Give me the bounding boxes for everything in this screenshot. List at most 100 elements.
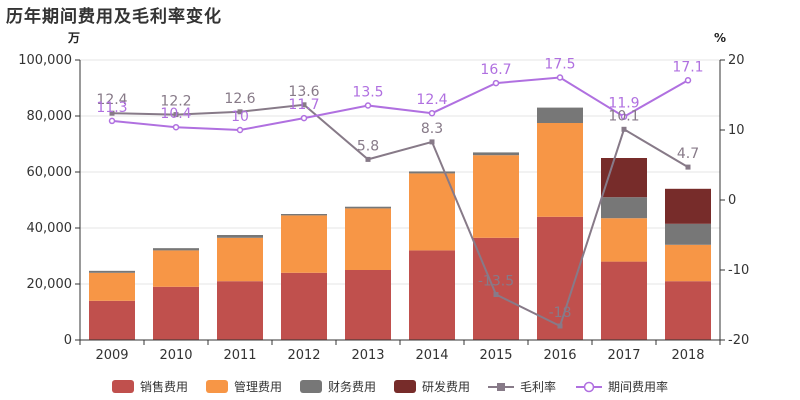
data-label-期间费用率: 13.5: [352, 85, 383, 101]
bar-财务费用-2010: [153, 248, 199, 251]
data-label-期间费用率: 10: [231, 109, 249, 125]
bar-财务费用-2015: [473, 152, 519, 156]
bar-管理费用-2016: [537, 123, 583, 217]
bar-管理费用-2018: [665, 244, 711, 282]
point-毛利率: [429, 139, 435, 145]
data-label-毛利率: 12.6: [224, 91, 255, 107]
data-label-毛利率: 12.4: [96, 92, 127, 108]
legend: 销售费用 管理费用 财务费用 研发费用 毛利率 期间费用率: [112, 379, 668, 394]
data-label-期间费用率: 10.4: [160, 106, 191, 122]
lines: [108, 74, 692, 329]
bar-销售费用-2009: [89, 300, 135, 340]
point-毛利率: [237, 109, 243, 115]
legend-marker: [583, 381, 595, 393]
data-labels: 12.4 12.2 12.6 13.6 5.8 8.3 -13.5 -18 10.1 4.7 11.…: [96, 57, 703, 322]
data-label-毛利率: 10.1: [608, 108, 639, 124]
y-tick-label: 100,000: [18, 53, 72, 68]
point-毛利率: [109, 110, 115, 116]
x-tick-label: 2017: [607, 348, 640, 363]
y2-tick-label: -10: [728, 263, 749, 278]
right-axis-unit: %: [714, 31, 726, 45]
bar-管理费用-2017: [601, 218, 647, 262]
point-期间费用率: [300, 114, 308, 122]
point-毛利率: [685, 164, 691, 170]
data-label-毛利率: 12.2: [160, 94, 191, 110]
bar-财务费用-2011: [217, 235, 263, 238]
data-label-期间费用率: 11.7: [288, 97, 319, 113]
x-tick-label: 2015: [479, 348, 512, 363]
data-label-毛利率: -13.5: [478, 274, 514, 290]
data-label-毛利率: 13.6: [288, 84, 319, 100]
legend-label: 管理费用: [234, 379, 282, 394]
data-label-期间费用率: 11.3: [96, 100, 127, 116]
bar-销售费用-2015: [473, 237, 519, 340]
bar-销售费用-2013: [345, 270, 391, 340]
bar-管理费用-2014: [409, 173, 455, 251]
x-tick-label: 2016: [543, 348, 576, 363]
bar-财务费用-2014: [409, 171, 455, 174]
bar-财务费用-2009: [89, 270, 135, 273]
point-期间费用率: [428, 109, 436, 117]
x-tick-label: 2010: [159, 348, 192, 363]
y2-tick-label: 10: [728, 123, 745, 138]
data-label-毛利率: 8.3: [421, 121, 443, 137]
bar-销售费用-2012: [281, 272, 327, 340]
x-tick-label: 2018: [671, 348, 704, 363]
data-label-毛利率: -18: [549, 305, 572, 321]
bar-财务费用-2016: [537, 107, 583, 123]
bar-财务费用-2012: [281, 214, 327, 216]
point-期间费用率: [172, 123, 180, 131]
bar-管理费用-2009: [89, 272, 135, 301]
bar-销售费用-2017: [601, 261, 647, 340]
data-label-期间费用率: 11.9: [608, 96, 639, 112]
y2-tick-label: 0: [728, 193, 736, 208]
point-期间费用率: [108, 117, 116, 125]
legend-label: 期间费用率: [608, 379, 668, 394]
point-毛利率: [173, 112, 179, 118]
x-tick-label: 2011: [223, 348, 256, 363]
data-label-毛利率: 4.7: [677, 146, 699, 162]
y-tick-label: 60,000: [27, 165, 73, 180]
point-毛利率: [365, 156, 371, 162]
point-毛利率: [301, 102, 307, 108]
bar-销售费用-2014: [409, 250, 455, 340]
bar-管理费用-2011: [217, 237, 263, 282]
bar-研发费用-2018: [665, 188, 711, 224]
legend-swatch: [206, 380, 228, 393]
bar-管理费用-2010: [153, 250, 199, 287]
point-毛利率: [557, 323, 563, 329]
legend-label: 研发费用: [422, 379, 470, 394]
point-毛利率: [621, 126, 627, 132]
point-期间费用率: [556, 74, 564, 81]
point-期间费用率: [620, 113, 628, 120]
bars: [89, 107, 711, 340]
legend-swatch: [394, 380, 416, 393]
data-label-期间费用率: 17.5: [544, 57, 575, 73]
x-tick-label: 2014: [415, 348, 448, 363]
x-tick-label: 2009: [95, 348, 128, 363]
legend-swatch: [112, 380, 134, 393]
point-期间费用率: [492, 79, 500, 87]
bar-财务费用-2018: [665, 223, 711, 245]
point-期间费用率: [684, 77, 692, 84]
legend-label: 毛利率: [520, 379, 556, 394]
axes: 0 20,000 40,000 60,000 80,000 100,000 -20 -10 0 1…: [18, 31, 749, 363]
data-label-期间费用率: 12.4: [416, 92, 447, 108]
bar-销售费用-2010: [153, 286, 199, 340]
x-tick-label: 2013: [351, 348, 384, 363]
legend-label: 财务费用: [328, 379, 376, 394]
bar-管理费用-2012: [281, 215, 327, 273]
y-tick-label: 80,000: [27, 109, 73, 124]
bar-销售费用-2018: [665, 281, 711, 340]
point-期间费用率: [364, 102, 372, 109]
y-tick-label: 0: [64, 333, 72, 348]
legend-swatch: [300, 380, 322, 393]
y-tick-label: 20,000: [27, 277, 73, 292]
legend-marker: [497, 383, 505, 391]
y-tick-label: 40,000: [27, 221, 73, 236]
data-label-期间费用率: 17.1: [672, 59, 703, 75]
left-axis-unit: 万: [67, 31, 80, 45]
legend-label: 销售费用: [140, 379, 188, 394]
line-毛利率: [111, 103, 689, 328]
